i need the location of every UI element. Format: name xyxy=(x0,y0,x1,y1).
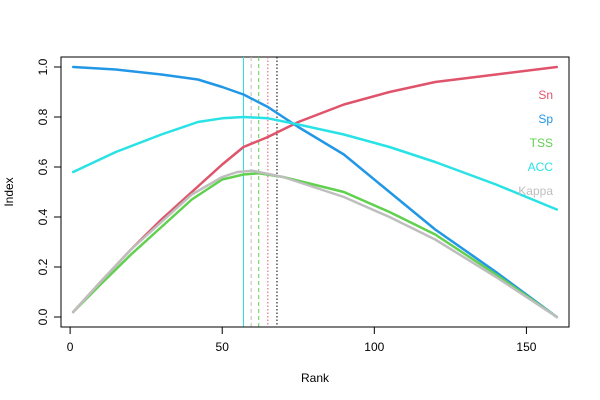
x-tick-label: 0 xyxy=(67,340,74,354)
series-line-kappa xyxy=(71,169,559,319)
series-line-acc xyxy=(71,115,559,211)
series-lines xyxy=(71,65,559,319)
x-axis: 0 50 100 150 xyxy=(67,326,537,354)
legend-label-sp: Sp xyxy=(538,112,553,126)
legend-label-kappa: Kappa xyxy=(518,184,553,198)
y-axis-title: Index xyxy=(2,177,16,206)
series-line-sn xyxy=(71,65,559,314)
y-tick-label: 0.6 xyxy=(36,158,50,175)
y-tick-label: 1.0 xyxy=(36,58,50,75)
y-tick-label: 0.4 xyxy=(36,208,50,225)
y-tick-label: 0.2 xyxy=(36,258,50,275)
plot-frame xyxy=(60,56,570,328)
x-axis-title: Rank xyxy=(301,371,330,385)
x-tick-label: 50 xyxy=(216,340,230,354)
legend-label-tss: TSS xyxy=(530,136,553,150)
y-tick-label: 0.0 xyxy=(36,308,50,325)
x-tick-label: 150 xyxy=(516,340,536,354)
legend-label-acc: ACC xyxy=(528,160,554,174)
y-tick-label: 0.8 xyxy=(36,108,50,125)
x-tick-label: 100 xyxy=(364,340,384,354)
series-line-tss xyxy=(71,172,559,319)
series-line-sp xyxy=(71,65,559,319)
legend-label-sn: Sn xyxy=(538,88,553,102)
legend: Sn Sp TSS ACC Kappa xyxy=(518,88,553,198)
y-axis: 0.0 0.2 0.4 0.6 0.8 1.0 xyxy=(36,58,62,325)
